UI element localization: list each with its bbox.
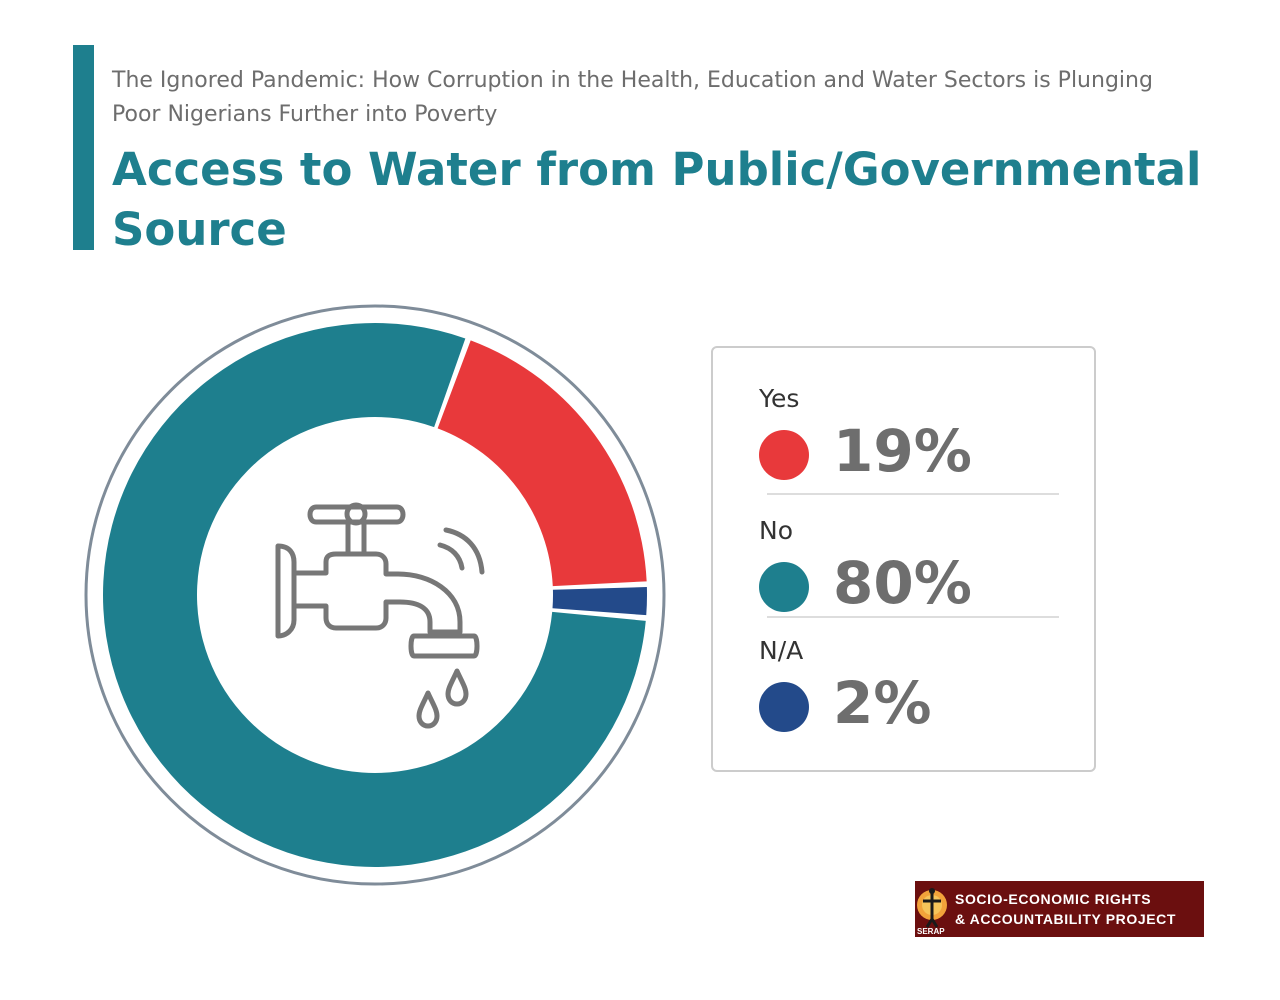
legend-label-na: N/A [759, 636, 804, 665]
legend-value-na: 2% [833, 669, 932, 737]
legend-label-yes: Yes [759, 384, 800, 413]
legend-label-no: No [759, 516, 793, 545]
logo-line-1: SOCIO-ECONOMIC RIGHTS [955, 891, 1152, 907]
serap-badge: SERAP [915, 881, 951, 937]
legend-dot-na [759, 682, 809, 732]
outer-ring [84, 304, 666, 886]
legend-divider [767, 616, 1059, 618]
legend-dot-no [759, 562, 809, 612]
serap-logo: SERAP SOCIO-ECONOMIC RIGHTS & ACCOUNTABI… [915, 881, 1204, 937]
torch-figure-icon [917, 888, 947, 928]
page-title: Access to Water from Public/Governmental… [112, 143, 1202, 256]
donut-slice-na [552, 587, 647, 616]
page-subtitle: The Ignored Pandemic: How Corruption in … [112, 68, 1153, 127]
accent-bar [73, 45, 94, 250]
legend-dot-yes [759, 430, 809, 480]
legend-item-no: No 80% [759, 516, 1079, 617]
logo-abbr: SERAP [917, 927, 945, 936]
logo-text: SOCIO-ECONOMIC RIGHTS & ACCOUNTABILITY P… [951, 889, 1176, 929]
donut-chart [84, 304, 666, 886]
legend-value-no: 80% [833, 549, 972, 617]
logo-line-2: & ACCOUNTABILITY PROJECT [955, 911, 1177, 927]
donut-slice-no [102, 323, 646, 867]
legend-box: Yes 19% No 80% N/A 2% [711, 346, 1096, 772]
donut-slice-yes [437, 340, 647, 587]
legend-divider [767, 493, 1059, 495]
legend-item-na: N/A 2% [759, 636, 1079, 737]
legend-value-yes: 19% [833, 417, 972, 485]
water-tap-icon [275, 502, 485, 729]
donut-slices [102, 323, 647, 867]
legend-item-yes: Yes 19% [759, 384, 1079, 485]
